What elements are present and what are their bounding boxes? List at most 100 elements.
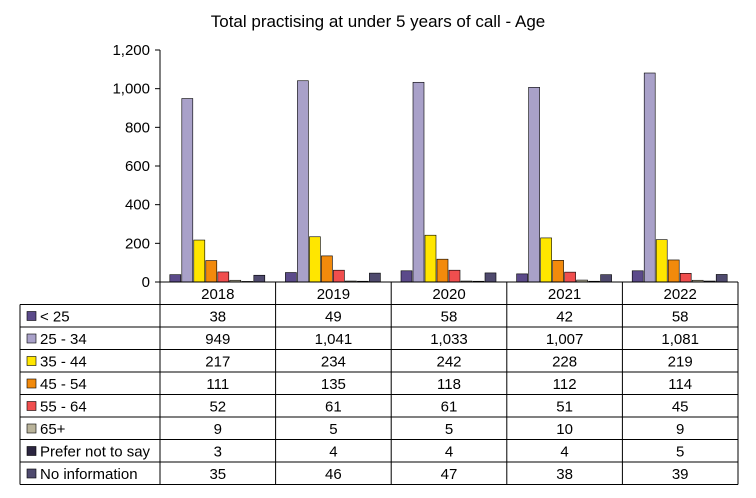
x-tick-label: 2019 xyxy=(317,286,350,303)
y-tick-label: 200 xyxy=(125,235,150,252)
data-label: 242 xyxy=(436,354,461,371)
y-tick-label: 0 xyxy=(142,274,150,291)
legend-swatch xyxy=(26,401,37,411)
legend-swatch xyxy=(26,333,37,344)
data-label: 5 xyxy=(676,444,684,461)
bar xyxy=(679,272,692,283)
bar xyxy=(667,259,680,283)
bar xyxy=(516,273,528,283)
bar xyxy=(564,271,576,283)
bar xyxy=(309,236,321,283)
data-label: 52 xyxy=(209,399,226,416)
data-label: 61 xyxy=(325,399,342,416)
data-label: 234 xyxy=(321,354,346,371)
legend-swatch xyxy=(26,423,37,434)
bar xyxy=(412,81,425,283)
data-label: 39 xyxy=(672,466,689,483)
data-label: 5 xyxy=(445,421,453,438)
data-label: 35 xyxy=(209,466,226,483)
legend-label: No information xyxy=(40,466,138,483)
data-label: 219 xyxy=(668,354,693,371)
bar xyxy=(484,272,497,283)
bar xyxy=(193,239,206,283)
legend-label: 25 - 34 xyxy=(40,331,87,348)
bar xyxy=(297,80,309,283)
data-label: 1,041 xyxy=(315,331,353,348)
data-label: 9 xyxy=(214,421,222,438)
data-label: 4 xyxy=(329,444,337,461)
data-label: 38 xyxy=(556,466,573,483)
legend-label: < 25 xyxy=(40,309,70,326)
data-label: 3 xyxy=(214,444,222,461)
data-label: 51 xyxy=(556,399,573,416)
bar xyxy=(253,274,266,283)
y-tick-label: 800 xyxy=(125,119,150,136)
chart-title: Total practising at under 5 years of cal… xyxy=(211,12,546,31)
x-tick-label: 2022 xyxy=(664,286,697,303)
data-label: 58 xyxy=(441,309,458,326)
bar xyxy=(333,269,345,283)
bar xyxy=(169,274,182,283)
data-label: 61 xyxy=(441,399,458,416)
legend-swatch xyxy=(26,378,37,389)
data-label: 10 xyxy=(556,421,573,438)
bars xyxy=(169,72,728,283)
bar xyxy=(643,72,656,283)
legend-label: 35 - 44 xyxy=(40,354,87,371)
data-label: 58 xyxy=(672,309,689,326)
bar xyxy=(285,272,297,283)
bar xyxy=(528,87,540,283)
data-label: 111 xyxy=(206,376,229,393)
data-label: 949 xyxy=(205,331,230,348)
data-label: 1,081 xyxy=(661,331,699,348)
y-tick-label: 600 xyxy=(125,158,150,175)
legend-swatch xyxy=(26,356,37,366)
data-label: 114 xyxy=(668,376,692,393)
bar xyxy=(205,260,218,283)
bar xyxy=(436,258,449,283)
data-label: 1,033 xyxy=(430,331,468,348)
bar xyxy=(631,270,644,283)
data-label: 5 xyxy=(329,421,337,438)
legend-label: 45 - 54 xyxy=(40,376,87,393)
bar xyxy=(424,234,437,283)
legend-label: Prefer not to say xyxy=(40,444,151,461)
x-tick-label: 2021 xyxy=(548,286,581,303)
x-tick-label: 2018 xyxy=(201,286,234,303)
data-label: 46 xyxy=(325,466,342,483)
data-label: 47 xyxy=(441,466,458,483)
data-label: 4 xyxy=(560,444,568,461)
legend-label: 55 - 64 xyxy=(40,399,87,416)
y-tick-label: 1,000 xyxy=(112,81,150,98)
data-label: 9 xyxy=(676,421,684,438)
bar xyxy=(655,239,668,283)
data-label: 228 xyxy=(552,354,577,371)
data-label: 4 xyxy=(445,444,453,461)
data-label: 1,007 xyxy=(546,331,584,348)
bar xyxy=(540,237,552,283)
bar xyxy=(400,270,413,283)
y-tick-label: 400 xyxy=(125,197,150,214)
data-label: 217 xyxy=(205,354,230,371)
legend-label: 65+ xyxy=(40,421,66,438)
data-label: 42 xyxy=(556,309,573,326)
legend-swatch xyxy=(26,446,37,456)
data-label: 118 xyxy=(437,376,461,393)
bar xyxy=(321,255,333,283)
bar xyxy=(448,269,461,283)
legend-swatch xyxy=(26,468,37,479)
legend-swatch xyxy=(26,311,37,321)
bar xyxy=(552,260,564,283)
bar xyxy=(217,271,230,283)
data-label: 45 xyxy=(672,399,689,416)
x-tick-label: 2020 xyxy=(432,286,465,303)
data-label: 112 xyxy=(553,376,577,393)
data-label: 49 xyxy=(325,309,342,326)
y-tick-label: 1,200 xyxy=(112,42,150,59)
y-axis: 0 200 400 600 800 1,000 1,200 xyxy=(112,42,161,291)
bar xyxy=(369,272,381,283)
bar xyxy=(715,274,728,283)
